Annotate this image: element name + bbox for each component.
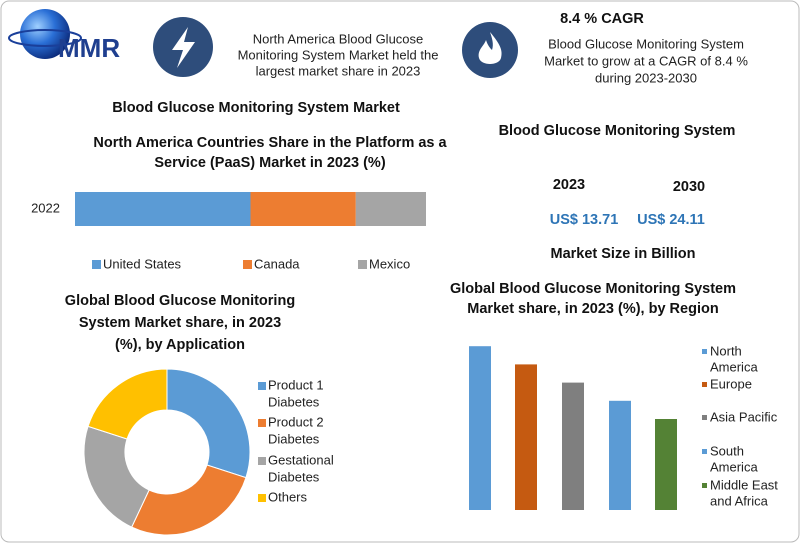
chart-title: Global Blood Glucose Monitoring (65, 293, 295, 309)
legend-label: Diabetes (268, 469, 320, 484)
legend-label: Gestational (268, 452, 334, 467)
bar (655, 419, 677, 510)
chart-title: Service (PaaS) Market in 2023 (%) (154, 155, 385, 171)
legend-label: Product 1 (268, 377, 324, 392)
legend-swatch (258, 494, 266, 502)
legend-swatch (702, 382, 707, 387)
chart-title: Market share, in 2023 (%), by Region (467, 301, 718, 317)
bar (469, 346, 491, 510)
highlight-text: largest market share in 2023 (256, 63, 421, 78)
legend-label: Others (268, 489, 308, 504)
donut-slice (87, 368, 168, 440)
legend-swatch (358, 260, 367, 269)
legend-label: Product 2 (268, 414, 324, 429)
section-title: Blood Glucose Monitoring System Market (112, 100, 400, 116)
legend-swatch (702, 415, 707, 420)
legend-label: Asia Pacific (710, 409, 778, 424)
bar (515, 364, 537, 510)
legend-swatch (702, 449, 707, 454)
legend-label: Canada (254, 256, 300, 271)
bolt-icon (172, 27, 195, 68)
cagr-text: Market to grow at a CAGR of 8.4 % (544, 53, 748, 68)
legend-label: Diabetes (268, 431, 320, 446)
bar-segment (75, 192, 251, 226)
legend-swatch (702, 349, 707, 354)
highlight-text: North America Blood Glucose (253, 31, 424, 46)
cagr-text: Blood Glucose Monitoring System (548, 36, 744, 51)
legend-swatch (243, 260, 252, 269)
bar-segment (250, 192, 356, 226)
chart-title: Global Blood Glucose Monitoring System (450, 281, 736, 297)
logo-text: MMR (58, 33, 120, 63)
market-size-title: Blood Glucose Monitoring System (499, 123, 736, 139)
legend-label: America (710, 359, 758, 374)
chart-title: North America Countries Share in the Pla… (93, 135, 447, 151)
donut-slice (166, 368, 251, 479)
chart-title: System Market share, in 2023 (79, 315, 281, 331)
market-value: US$ 24.11 (637, 212, 705, 228)
logo-orbit (8, 29, 82, 47)
flame-icon (478, 32, 502, 64)
chart-title: (%), by Application (115, 337, 245, 353)
legend-swatch (702, 483, 707, 488)
legend-swatch (92, 260, 101, 269)
donut-slice (130, 464, 247, 536)
legend-label: Middle East (710, 477, 778, 492)
year: 2023 (553, 177, 585, 193)
market-value: US$ 13.71 (550, 212, 619, 228)
legend-label: America (710, 459, 758, 474)
legend-swatch (258, 382, 266, 390)
legend-label: North (710, 343, 742, 358)
cagr-text: during 2023-2030 (595, 70, 697, 85)
legend-label: Mexico (369, 256, 410, 271)
legend-label: United States (103, 256, 182, 271)
highlight-text: Monitoring System Market held the (238, 47, 439, 62)
year: 2030 (673, 179, 705, 195)
legend-label: and Africa (710, 493, 769, 508)
bar-segment (355, 192, 426, 226)
legend-label: Europe (710, 376, 752, 391)
bar (609, 400, 631, 510)
cagr-title: 8.4 % CAGR (560, 11, 644, 27)
legend-label: Diabetes (268, 394, 320, 409)
legend-swatch (258, 419, 266, 427)
bar (562, 382, 584, 510)
legend-label: South (710, 443, 744, 458)
legend-swatch (258, 457, 266, 465)
market-size-caption: Market Size in Billion (550, 246, 695, 262)
category-label: 2022 (31, 200, 60, 215)
